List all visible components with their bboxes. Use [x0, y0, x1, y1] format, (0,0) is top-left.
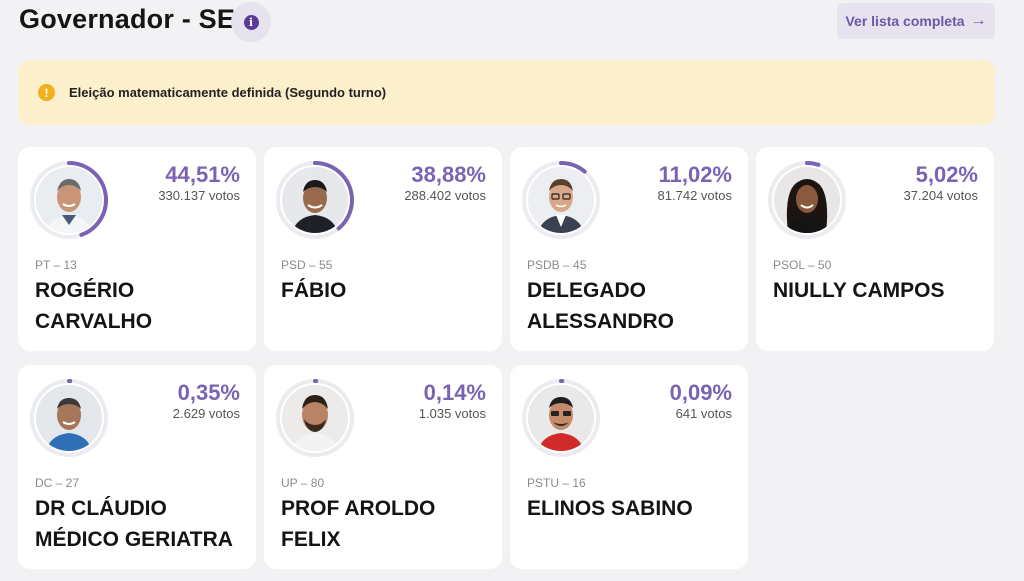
vote-share-arc — [522, 161, 600, 239]
vote-percent: 38,88% — [411, 162, 486, 187]
candidate-name: FÁBIO — [281, 279, 347, 302]
vote-count: 1.035 votos — [418, 406, 486, 421]
party-number: PSD – 55 — [281, 258, 333, 272]
vote-count: 2.629 votos — [172, 406, 240, 421]
candidate-avatar — [766, 159, 848, 241]
candidate-avatar — [274, 377, 356, 459]
vote-share-arc — [30, 379, 108, 457]
candidate-photo — [282, 167, 348, 233]
info-button[interactable]: i — [231, 2, 271, 42]
candidate-name: DELEGADO ALESSANDRO — [527, 279, 675, 333]
candidate-photo — [282, 385, 348, 451]
vote-count: 288.402 votos — [404, 188, 486, 203]
candidate-card[interactable]: 5,02% 37.204 votos PSOL – 50 NIULLY CAMP… — [756, 147, 994, 351]
candidate-card[interactable]: 38,88% 288.402 votos PSD – 55 FÁBIO — [264, 147, 502, 351]
vote-count: 330.137 votos — [158, 188, 240, 203]
arrow-right-icon: → — [970, 12, 987, 29]
alert-message: Eleição matematicamente definida (Segund… — [69, 85, 387, 100]
party-number: PSOL – 50 — [773, 258, 832, 272]
vote-share-ring — [522, 379, 600, 457]
party-number: PT – 13 — [35, 258, 77, 272]
candidate-name: DR CLÁUDIO MÉDICO GERIATRA — [35, 497, 233, 551]
vote-count: 37.204 votos — [903, 188, 978, 203]
candidate-card[interactable]: 0,14% 1.035 votos UP – 80 PROF AROLDO FE… — [264, 365, 502, 569]
vote-share-ring — [276, 161, 354, 239]
candidate-name: PROF AROLDO FELIX — [281, 497, 436, 551]
vote-share-ring — [30, 379, 108, 457]
candidate-card[interactable]: 0,09% 641 votos PSTU – 16 ELINOS SABINO — [510, 365, 748, 569]
candidate-photo — [528, 385, 594, 451]
vote-percent: 0,35% — [177, 380, 240, 405]
candidate-avatar — [274, 159, 356, 241]
candidate-avatar — [28, 377, 110, 459]
candidate-avatar — [520, 159, 602, 241]
vote-percent: 0,14% — [423, 380, 486, 405]
candidate-photo — [528, 167, 594, 233]
vote-share-ring — [522, 161, 600, 239]
party-number: UP – 80 — [281, 476, 325, 490]
full-list-label: Ver lista completa — [845, 13, 965, 29]
vote-share-arc — [276, 161, 354, 239]
vote-share-arc — [768, 161, 846, 239]
candidate-card[interactable]: 11,02% 81.742 votos PSDB – 45 DELEGADO A… — [510, 147, 748, 351]
vote-count: 81.742 votos — [657, 188, 732, 203]
party-number: PSDB – 45 — [527, 258, 587, 272]
page-header: Governador - SE i Ver lista completa → — [18, 0, 996, 44]
warning-icon: ! — [38, 84, 55, 101]
vote-share-arc — [30, 161, 108, 239]
candidate-photo — [36, 385, 102, 451]
vote-percent: 5,02% — [915, 162, 978, 187]
candidate-avatar — [28, 159, 110, 241]
party-number: DC – 27 — [35, 476, 80, 490]
candidate-name: ELINOS SABINO — [527, 497, 693, 520]
vote-share-arc — [522, 379, 600, 457]
vote-share-arc — [276, 379, 354, 457]
info-icon: i — [243, 14, 259, 30]
vote-share-ring — [768, 161, 846, 239]
vote-percent: 11,02% — [658, 162, 732, 187]
candidate-card[interactable]: 44,51% 330.137 votos PT – 13 ROGÉRIO CAR… — [18, 147, 256, 351]
candidate-name: NIULLY CAMPOS — [773, 279, 945, 302]
candidate-card[interactable]: 0,35% 2.629 votos DC – 27 DR CLÁUDIO MÉD… — [18, 365, 256, 569]
candidate-photo — [774, 167, 840, 233]
page-title: Governador - SE — [19, 4, 236, 34]
party-number: PSTU – 16 — [527, 476, 586, 490]
candidate-name: ROGÉRIO CARVALHO — [35, 279, 153, 333]
full-list-button[interactable]: Ver lista completa → — [837, 3, 995, 39]
vote-percent: 0,09% — [669, 380, 732, 405]
candidate-avatar — [520, 377, 602, 459]
vote-share-ring — [30, 161, 108, 239]
vote-count: 641 votos — [675, 406, 732, 421]
vote-share-ring — [276, 379, 354, 457]
candidate-photo — [36, 167, 102, 233]
vote-percent: 44,51% — [165, 162, 240, 187]
election-status-alert: ! Eleição matematicamente definida (Segu… — [18, 60, 995, 125]
